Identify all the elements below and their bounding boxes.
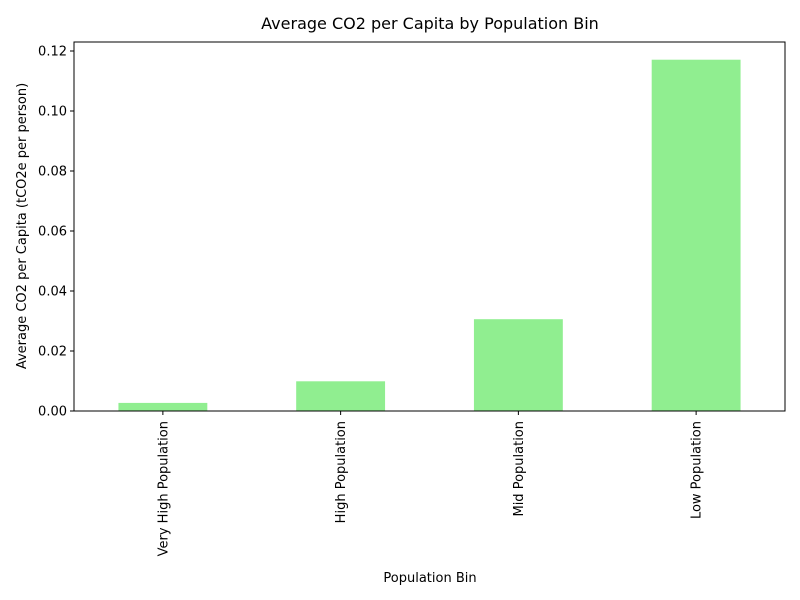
y-tick-label: 0.12 [38, 45, 67, 60]
y-tick-label: 0.10 [38, 105, 67, 120]
bar-mid-population [473, 319, 563, 411]
x-axis-label: Population Bin [383, 571, 476, 586]
x-axis-ticks: Very High Population High Population Mid P… [156, 411, 705, 556]
y-axis-label: Average CO2 per Capita (tCO2e per person… [15, 83, 30, 369]
y-axis-ticks: 0.00 0.02 0.04 0.06 0.08 0.10 0.12 [38, 45, 74, 420]
bars [118, 59, 741, 411]
x-tick-label: Very High Population [156, 421, 171, 556]
x-tick-label: High Population [334, 421, 349, 523]
bar-low-population [651, 59, 741, 411]
y-tick-label: 0.02 [38, 345, 67, 360]
bar-high-population [296, 381, 386, 411]
chart-title: Average CO2 per Capita by Population Bin [261, 14, 599, 33]
x-tick-label: Mid Population [512, 421, 527, 517]
x-tick-label: Low Population [690, 421, 705, 519]
y-tick-label: 0.06 [38, 225, 67, 240]
plot-frame [73, 41, 786, 412]
y-tick-label: 0.00 [38, 405, 67, 420]
y-tick-label: 0.04 [38, 285, 67, 300]
bar-very-high-population [118, 402, 208, 411]
y-tick-label: 0.08 [38, 165, 67, 180]
